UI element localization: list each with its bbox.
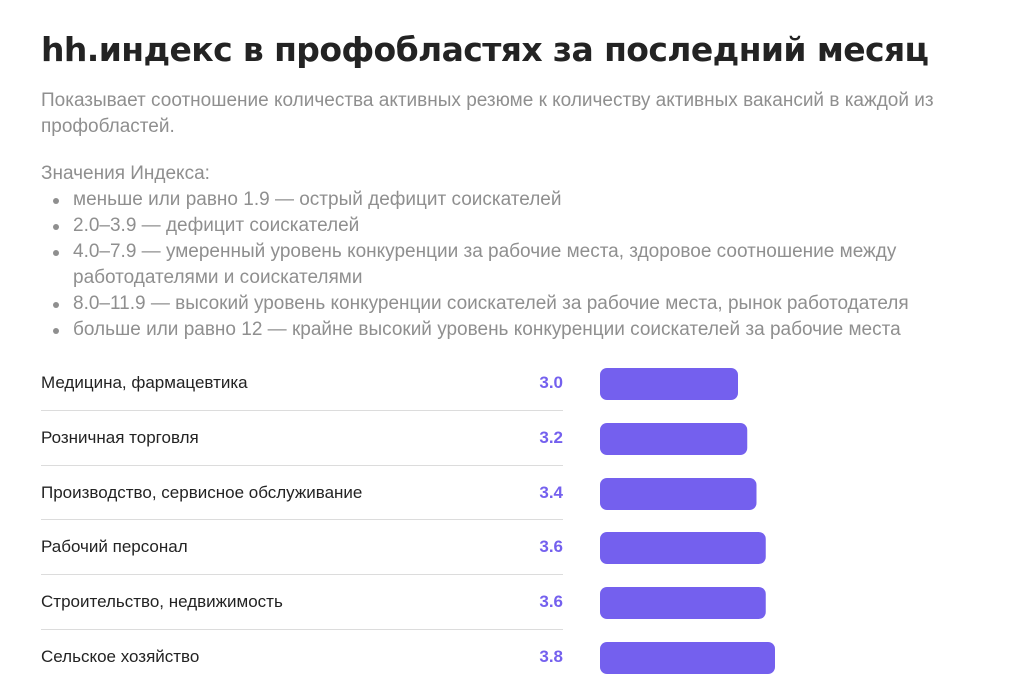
legend-item: больше или равно 12 — крайне высокий уро… bbox=[41, 317, 971, 343]
row-divider bbox=[41, 574, 563, 576]
value-label: 3.6 bbox=[539, 537, 563, 557]
legend-item: 8.0–11.9 — высокий уровень конкуренции с… bbox=[41, 291, 971, 317]
index-bar bbox=[600, 422, 748, 455]
description: Показывает соотношение количества активн… bbox=[41, 90, 934, 137]
value-label: 3.4 bbox=[539, 482, 563, 502]
value-label: 3.8 bbox=[539, 646, 563, 666]
value-label: 3.2 bbox=[539, 427, 563, 447]
bar-track bbox=[600, 587, 766, 620]
category-label: Рабочий персонал bbox=[41, 537, 188, 557]
row-divider bbox=[41, 628, 563, 630]
chart-row: Сельское хозяйство 3.8 bbox=[41, 630, 971, 685]
row-divider bbox=[41, 519, 563, 521]
legend-item: 4.0–7.9 — умеренный уровень конкуренции … bbox=[41, 239, 971, 291]
category-label: Медицина, фармацевтика bbox=[41, 373, 248, 392]
chart-row: Строительство, недвижимость 3.6 bbox=[41, 575, 971, 630]
index-bar bbox=[600, 477, 757, 510]
legend-item: меньше или равно 1.9 — острый дефицит со… bbox=[41, 187, 971, 213]
page-title: hh.индекс в профобластях за последний ме… bbox=[41, 30, 929, 69]
legend-item: 2.0–3.9 — дефицит соискателей bbox=[41, 213, 971, 239]
bar-track bbox=[600, 532, 766, 565]
category-label: Сельское хозяйство bbox=[41, 646, 200, 666]
chart-row: Медицина, фармацевтика 3.0 bbox=[41, 356, 971, 411]
legend-list: меньше или равно 1.9 — острый дефицит со… bbox=[41, 187, 971, 343]
index-bar bbox=[600, 368, 738, 400]
category-label: Производство, сервисное обслуживание bbox=[41, 482, 363, 502]
index-bar bbox=[600, 641, 775, 674]
index-bar bbox=[600, 587, 766, 620]
bar-track bbox=[600, 368, 738, 400]
legend-heading: Значения Индекса: bbox=[41, 163, 210, 184]
index-bar bbox=[600, 532, 766, 565]
bar-track bbox=[600, 641, 775, 674]
value-label: 3.6 bbox=[539, 592, 563, 612]
category-label: Строительство, недвижимость bbox=[41, 592, 283, 612]
chart-row: Рабочий персонал 3.6 bbox=[41, 520, 971, 576]
row-divider bbox=[41, 409, 563, 411]
bar-track bbox=[600, 422, 748, 455]
index-chart: Медицина, фармацевтика 3.0 Розничная торго… bbox=[41, 356, 971, 685]
category-label: Розничная торговля bbox=[41, 427, 199, 447]
chart-row: Производство, сервисное обслуживание 3.4 bbox=[41, 466, 971, 521]
value-label: 3.0 bbox=[539, 373, 563, 392]
row-divider bbox=[41, 464, 563, 466]
bar-track bbox=[600, 477, 757, 510]
chart-row: Розничная торговля 3.2 bbox=[41, 411, 971, 466]
